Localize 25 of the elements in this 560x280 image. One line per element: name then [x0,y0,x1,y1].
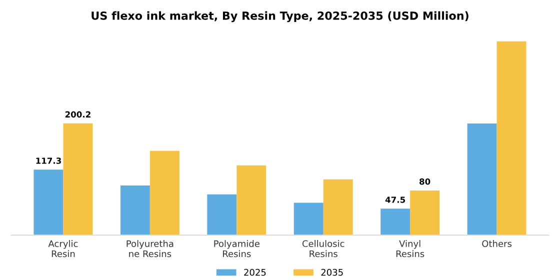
legend-label: 2025 [244,268,266,276]
bar [63,123,93,236]
bar [467,123,497,236]
bar [496,41,526,236]
bar [120,185,150,236]
bar [410,190,440,236]
x-tick-label: Others [482,240,512,248]
data-label: 80 [420,178,430,185]
x-tick-label: Polyuretha ne Resins [126,240,174,258]
data-label: 117.3 [36,158,61,164]
bar [34,170,64,236]
x-tick-label: Acrylic Resin [48,240,78,258]
x-tick-label: Polyamide Resins [214,240,260,258]
bar [207,194,237,236]
legend-label: 2035 [321,268,343,276]
bar [323,179,353,236]
data-label: 47.5 [385,196,406,203]
bar [236,165,266,236]
data-label: 200.2 [65,111,90,118]
bar [150,150,180,236]
x-tick-label: Vinyl Resins [396,240,424,258]
bar [380,208,410,236]
x-tick-label: Cellulosic Resins [302,240,344,258]
chart-title: US flexo ink market, By Resin Type, 2025-2035 (USD Million) [92,11,468,22]
bar [294,202,324,236]
